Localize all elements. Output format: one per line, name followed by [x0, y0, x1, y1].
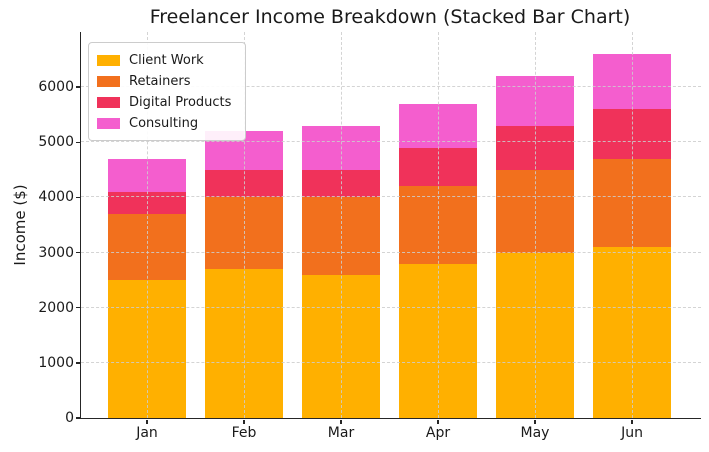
- y-tick-label-3000: 3000: [38, 244, 74, 261]
- y-tick-mark-1000: [75, 362, 80, 364]
- x-tick-label-mar: Mar: [327, 425, 355, 441]
- gridline-h-5000: [81, 141, 701, 143]
- y-tick-label-5000: 5000: [38, 134, 74, 151]
- gridline-v-may: [535, 32, 536, 418]
- legend-label: Client Work: [129, 53, 204, 68]
- gridline-v-apr: [438, 32, 439, 418]
- legend-swatch-client-work: [97, 55, 120, 66]
- gridline-v-jun: [632, 32, 633, 418]
- y-tick-mark-0: [75, 417, 80, 419]
- x-tick-mark-feb: [243, 419, 245, 424]
- gridline-h-3000: [81, 251, 701, 253]
- legend-swatch-consulting: [97, 118, 120, 129]
- legend-label: Consulting: [129, 116, 199, 131]
- legend: Client Work Retainers Digital Products Cons…: [88, 42, 246, 141]
- x-tick-mark-jun: [631, 419, 633, 424]
- x-tick-mark-mar: [340, 419, 342, 424]
- y-tick-label-2000: 2000: [38, 299, 74, 316]
- gridline-h-1000: [81, 361, 701, 363]
- y-tick-mark-3000: [75, 251, 80, 254]
- gridline-h-6000: [81, 86, 701, 88]
- gridline-h-2000: [81, 306, 701, 308]
- x-tick-mark-apr: [437, 419, 439, 424]
- legend-item-retainers: Retainers: [97, 71, 237, 92]
- y-tick-mark-2000: [75, 307, 80, 309]
- x-tick-mark-may: [534, 419, 536, 424]
- gridline-v-jan: [147, 32, 148, 418]
- x-tick-mark-jan: [146, 419, 148, 424]
- chart-title: Freelancer Income Breakdown (Stacked Bar…: [149, 6, 631, 28]
- y-tick-label-0: 0: [65, 410, 74, 426]
- legend-label: Digital Products: [129, 95, 232, 110]
- x-tick-label-jun: Jun: [621, 425, 643, 441]
- legend-item-client-work: Client Work: [97, 50, 237, 71]
- legend-swatch-retainers: [97, 76, 120, 87]
- y-tick-label-4000: 4000: [38, 189, 74, 206]
- x-tick-label-may: May: [520, 425, 550, 441]
- gridline-v-feb: [244, 32, 245, 418]
- legend-item-digital-products: Digital Products: [97, 92, 237, 113]
- legend-swatch-digital-products: [97, 97, 120, 108]
- y-tick-label-1000: 1000: [38, 354, 74, 371]
- legend-label: Retainers: [129, 74, 191, 89]
- legend-item-consulting: Consulting: [97, 113, 237, 134]
- y-tick-mark-5000: [75, 141, 80, 143]
- gridline-v-mar: [341, 32, 342, 418]
- plot-area: 0 1000 2000 3000 4000 5000 6000 Jan Feb Mar Apr May…: [38, 32, 701, 441]
- y-tick-label-6000: 6000: [38, 79, 74, 96]
- x-tick-label-apr: Apr: [425, 425, 451, 441]
- x-tick-label-jan: Jan: [136, 425, 158, 441]
- x-tick-label-feb: Feb: [231, 425, 257, 441]
- y-tick-mark-6000: [75, 86, 80, 88]
- y-tick-mark-4000: [75, 196, 80, 199]
- gridline-h-4000: [81, 196, 701, 198]
